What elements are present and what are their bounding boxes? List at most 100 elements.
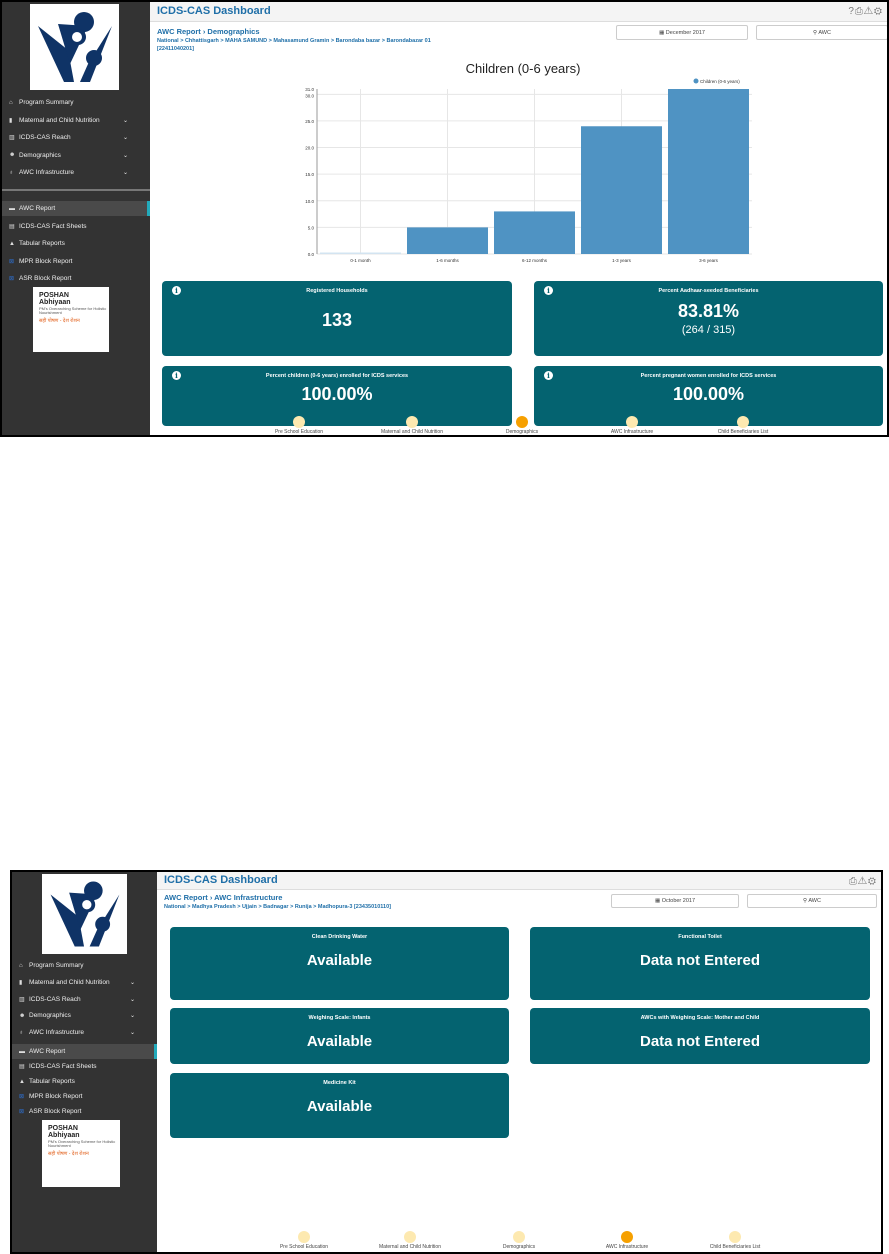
chevron-down-icon[interactable]: ⌄ <box>122 135 128 141</box>
y-tick-label: 25.0 <box>305 119 314 124</box>
poshan-tagline: PM's Overarching Scheme for Holistic Nou… <box>39 305 107 315</box>
step-dot[interactable] <box>621 1231 633 1243</box>
bulb-icon: ♁ <box>19 1029 24 1036</box>
sidebar-item-mpr-block-report[interactable]: ⊠ MPR Block Report <box>2 254 150 269</box>
x-tick-label: 1-3 years <box>612 258 632 263</box>
y-tick-label: 10.0 <box>305 199 314 204</box>
y-tick-label: 5.0 <box>308 225 315 230</box>
level-filter[interactable]: ⚲ AWC <box>747 894 877 908</box>
chevron-down-icon[interactable]: ⌄ <box>129 979 135 986</box>
sidebar: ⌂ Program Summary ▮ Maternal and Child Nutr… <box>12 872 157 1252</box>
step-dot[interactable] <box>293 416 305 428</box>
alert-icon[interactable]: ⚠ <box>863 6 874 17</box>
step-pre-school-education[interactable]: Pre School Education <box>264 1231 344 1250</box>
step-dot[interactable] <box>729 1231 741 1243</box>
sidebar-item-program-summary[interactable]: ⌂ Program Summary <box>2 95 150 110</box>
chevron-down-icon[interactable]: ⌄ <box>129 1030 135 1037</box>
sidebar-item-demographics[interactable]: ☻ Demographics ⌄ <box>12 1008 157 1023</box>
sidebar-item-label: AWC Infrastructure <box>19 169 75 176</box>
chevron-down-icon[interactable]: ⌄ <box>129 1013 135 1020</box>
y-tick-label: 31.0 <box>305 87 314 92</box>
sidebar-item-maternal-and-child-nutrition[interactable]: ▮ Maternal and Child Nutrition ⌄ <box>12 975 157 990</box>
card-label: Registered Households <box>306 288 368 294</box>
info-icon[interactable]: i <box>544 371 553 380</box>
info-icon[interactable]: i <box>544 286 553 295</box>
step-demographics[interactable]: Demographics <box>482 416 562 435</box>
alert-icon[interactable]: ⚠ <box>857 876 868 887</box>
step-dot[interactable] <box>513 1231 525 1243</box>
chevron-down-icon[interactable]: ⌄ <box>122 152 128 159</box>
legend-label: Children (0-6 years) <box>700 79 740 84</box>
card-label: Percent children (0-6 years) enrolled fo… <box>265 373 409 379</box>
location-path[interactable]: National > Chhattisgarh > MAHA SAMUND > … <box>157 38 431 44</box>
chevron-down-icon[interactable]: ⌄ <box>122 117 128 124</box>
step-demographics[interactable]: Demographics <box>479 1231 559 1250</box>
step-child-beneficiaries-list[interactable]: Child Beneficiaries List <box>703 416 783 435</box>
sidebar-divider <box>2 189 150 191</box>
sidebar-item-label: Maternal and Child Nutrition <box>19 116 100 124</box>
sidebar-item-program-summary[interactable]: ⌂ Program Summary <box>12 958 157 973</box>
sidebar-item-label: ICDS-CAS Fact Sheets <box>29 1063 97 1070</box>
card-value: Available <box>306 1098 373 1115</box>
step-maternal-and-child-nutrition[interactable]: Maternal and Child Nutrition <box>372 416 452 435</box>
date-filter[interactable]: ▦ December 2017 <box>616 25 748 40</box>
print-icon[interactable]: ⎙ <box>848 876 858 887</box>
sidebar-item-label: ASR Block Report <box>19 275 72 282</box>
sidebar-item-label: Demographics <box>19 151 61 159</box>
gear-icon[interactable]: ⚙ <box>873 6 883 17</box>
sidebar-item-awc-report[interactable]: ▬ AWC Report <box>12 1044 157 1059</box>
sidebar-item-demographics[interactable]: ☻ Demographics ⌄ <box>2 148 150 163</box>
icds-logo <box>42 874 127 954</box>
step-pre-school-education[interactable]: Pre School Education <box>259 416 339 435</box>
dashboard-screenshot-awc-infrastructure: ⌂ Program Summary ▮ Maternal and Child Nutr… <box>10 870 883 1254</box>
kpi-card-functional-toilet: Functional Toilet Data not Entered <box>530 927 870 1000</box>
bulb-icon: ♁ <box>9 169 14 176</box>
step-dot[interactable] <box>516 416 528 428</box>
sidebar-item-maternal-and-child-nutrition[interactable]: ▮ Maternal and Child Nutrition ⌄ <box>2 113 150 128</box>
asr-block-report-icon: ⊠ <box>19 1109 25 1115</box>
date-filter[interactable]: ▦ October 2017 <box>611 894 739 908</box>
step-dot[interactable] <box>626 416 638 428</box>
chevron-down-icon[interactable]: ⌄ <box>129 996 135 1003</box>
sidebar-item-awc-report[interactable]: ▬ AWC Report <box>2 201 150 216</box>
sidebar-item-awc-infrastructure[interactable]: ♁ AWC Infrastructure ⌄ <box>12 1025 157 1040</box>
info-icon[interactable]: i <box>172 371 181 380</box>
sidebar-item-icds-cas-reach[interactable]: ▥ ICDS-CAS Reach ⌄ <box>12 992 157 1007</box>
sidebar-item-awc-infrastructure[interactable]: ♁ AWC Infrastructure ⌄ <box>2 165 150 180</box>
tabular-reports-icon: ▲ <box>19 1078 25 1085</box>
help-icon[interactable]: ? <box>848 6 855 17</box>
step-maternal-and-child-nutrition[interactable]: Maternal and Child Nutrition <box>370 1231 450 1250</box>
app-title: ICDS-CAS Dashboard <box>157 5 271 17</box>
level-filter[interactable]: ⚲ AWC <box>756 25 887 40</box>
step-awc-infrastructure[interactable]: AWC Infrastructure <box>587 1231 667 1250</box>
sidebar-item-tabular-reports[interactable]: ▲ Tabular Reports <box>12 1074 157 1089</box>
step-dot[interactable] <box>298 1231 310 1243</box>
bottle-icon: ▮ <box>9 117 13 124</box>
print-icon[interactable]: ⎙ <box>854 6 864 17</box>
step-dot[interactable] <box>404 1231 416 1243</box>
app-header: ICDS-CAS Dashboard ⎙⚠⚙ <box>157 872 881 890</box>
sidebar-item-icds-cas-fact-sheets[interactable]: ▤ ICDS-CAS Fact Sheets <box>2 219 150 234</box>
sidebar-item-tabular-reports[interactable]: ▲ Tabular Reports <box>2 236 150 251</box>
breadcrumb-awc-report[interactable]: AWC Report <box>164 893 208 902</box>
sidebar-item-label: Program Summary <box>19 99 74 106</box>
sidebar-item-icds-cas-fact-sheets[interactable]: ▤ ICDS-CAS Fact Sheets <box>12 1059 157 1074</box>
step-child-beneficiaries-list[interactable]: Child Beneficiaries List <box>695 1231 775 1250</box>
breadcrumb-awc-report[interactable]: AWC Report <box>157 27 201 36</box>
sidebar-item-label: AWC Infrastructure <box>29 1029 85 1037</box>
y-tick-label: 20.0 <box>305 146 314 151</box>
step-dot[interactable] <box>737 416 749 428</box>
chevron-down-icon[interactable]: ⌄ <box>122 170 128 176</box>
sidebar-item-asr-block-report[interactable]: ⊠ ASR Block Report <box>12 1104 157 1119</box>
card-value: 100.00% <box>672 384 745 404</box>
sidebar-item-asr-block-report[interactable]: ⊠ ASR Block Report <box>2 271 150 286</box>
location-path[interactable]: National > Madhya Pradesh > Ujjain > Bad… <box>164 904 391 910</box>
x-tick-label: 3-6 years <box>699 258 719 263</box>
step-awc-infrastructure[interactable]: AWC Infrastructure <box>592 416 672 435</box>
sidebar-item-icds-cas-reach[interactable]: ▥ ICDS-CAS Reach ⌄ <box>2 130 150 145</box>
card-subvalue: (264 / 315) <box>681 324 736 336</box>
info-icon[interactable]: i <box>172 286 181 295</box>
step-dot[interactable] <box>406 416 418 428</box>
gear-icon[interactable]: ⚙ <box>867 876 877 887</box>
sidebar-item-mpr-block-report[interactable]: ⊠ MPR Block Report <box>12 1089 157 1104</box>
